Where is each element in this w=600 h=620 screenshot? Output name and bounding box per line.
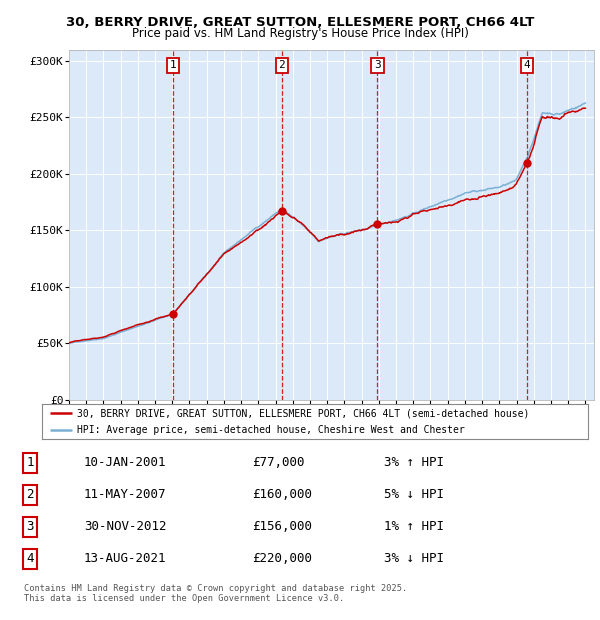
Text: £156,000: £156,000 [252, 520, 312, 533]
Text: 4: 4 [524, 60, 530, 71]
Text: 11-MAY-2007: 11-MAY-2007 [84, 488, 167, 501]
Text: £77,000: £77,000 [252, 456, 305, 469]
Text: 5% ↓ HPI: 5% ↓ HPI [384, 488, 444, 501]
Text: 2: 2 [278, 60, 285, 71]
Text: 30, BERRY DRIVE, GREAT SUTTON, ELLESMERE PORT, CH66 4LT (semi-detached house): 30, BERRY DRIVE, GREAT SUTTON, ELLESMERE… [77, 408, 530, 418]
Text: HPI: Average price, semi-detached house, Cheshire West and Chester: HPI: Average price, semi-detached house,… [77, 425, 465, 435]
Text: 13-AUG-2021: 13-AUG-2021 [84, 552, 167, 565]
Text: Contains HM Land Registry data © Crown copyright and database right 2025.
This d: Contains HM Land Registry data © Crown c… [24, 584, 407, 603]
Text: 10-JAN-2001: 10-JAN-2001 [84, 456, 167, 469]
Text: 3: 3 [26, 520, 34, 533]
Text: 1: 1 [169, 60, 176, 71]
Text: 30-NOV-2012: 30-NOV-2012 [84, 520, 167, 533]
Text: 2: 2 [26, 488, 34, 501]
Text: £160,000: £160,000 [252, 488, 312, 501]
Text: 3: 3 [374, 60, 381, 71]
Text: 3% ↑ HPI: 3% ↑ HPI [384, 456, 444, 469]
Text: £220,000: £220,000 [252, 552, 312, 565]
Text: 3% ↓ HPI: 3% ↓ HPI [384, 552, 444, 565]
Text: 4: 4 [26, 552, 34, 565]
Text: 1% ↑ HPI: 1% ↑ HPI [384, 520, 444, 533]
Text: 30, BERRY DRIVE, GREAT SUTTON, ELLESMERE PORT, CH66 4LT: 30, BERRY DRIVE, GREAT SUTTON, ELLESMERE… [66, 16, 534, 29]
Text: 1: 1 [26, 456, 34, 469]
Text: Price paid vs. HM Land Registry's House Price Index (HPI): Price paid vs. HM Land Registry's House … [131, 27, 469, 40]
